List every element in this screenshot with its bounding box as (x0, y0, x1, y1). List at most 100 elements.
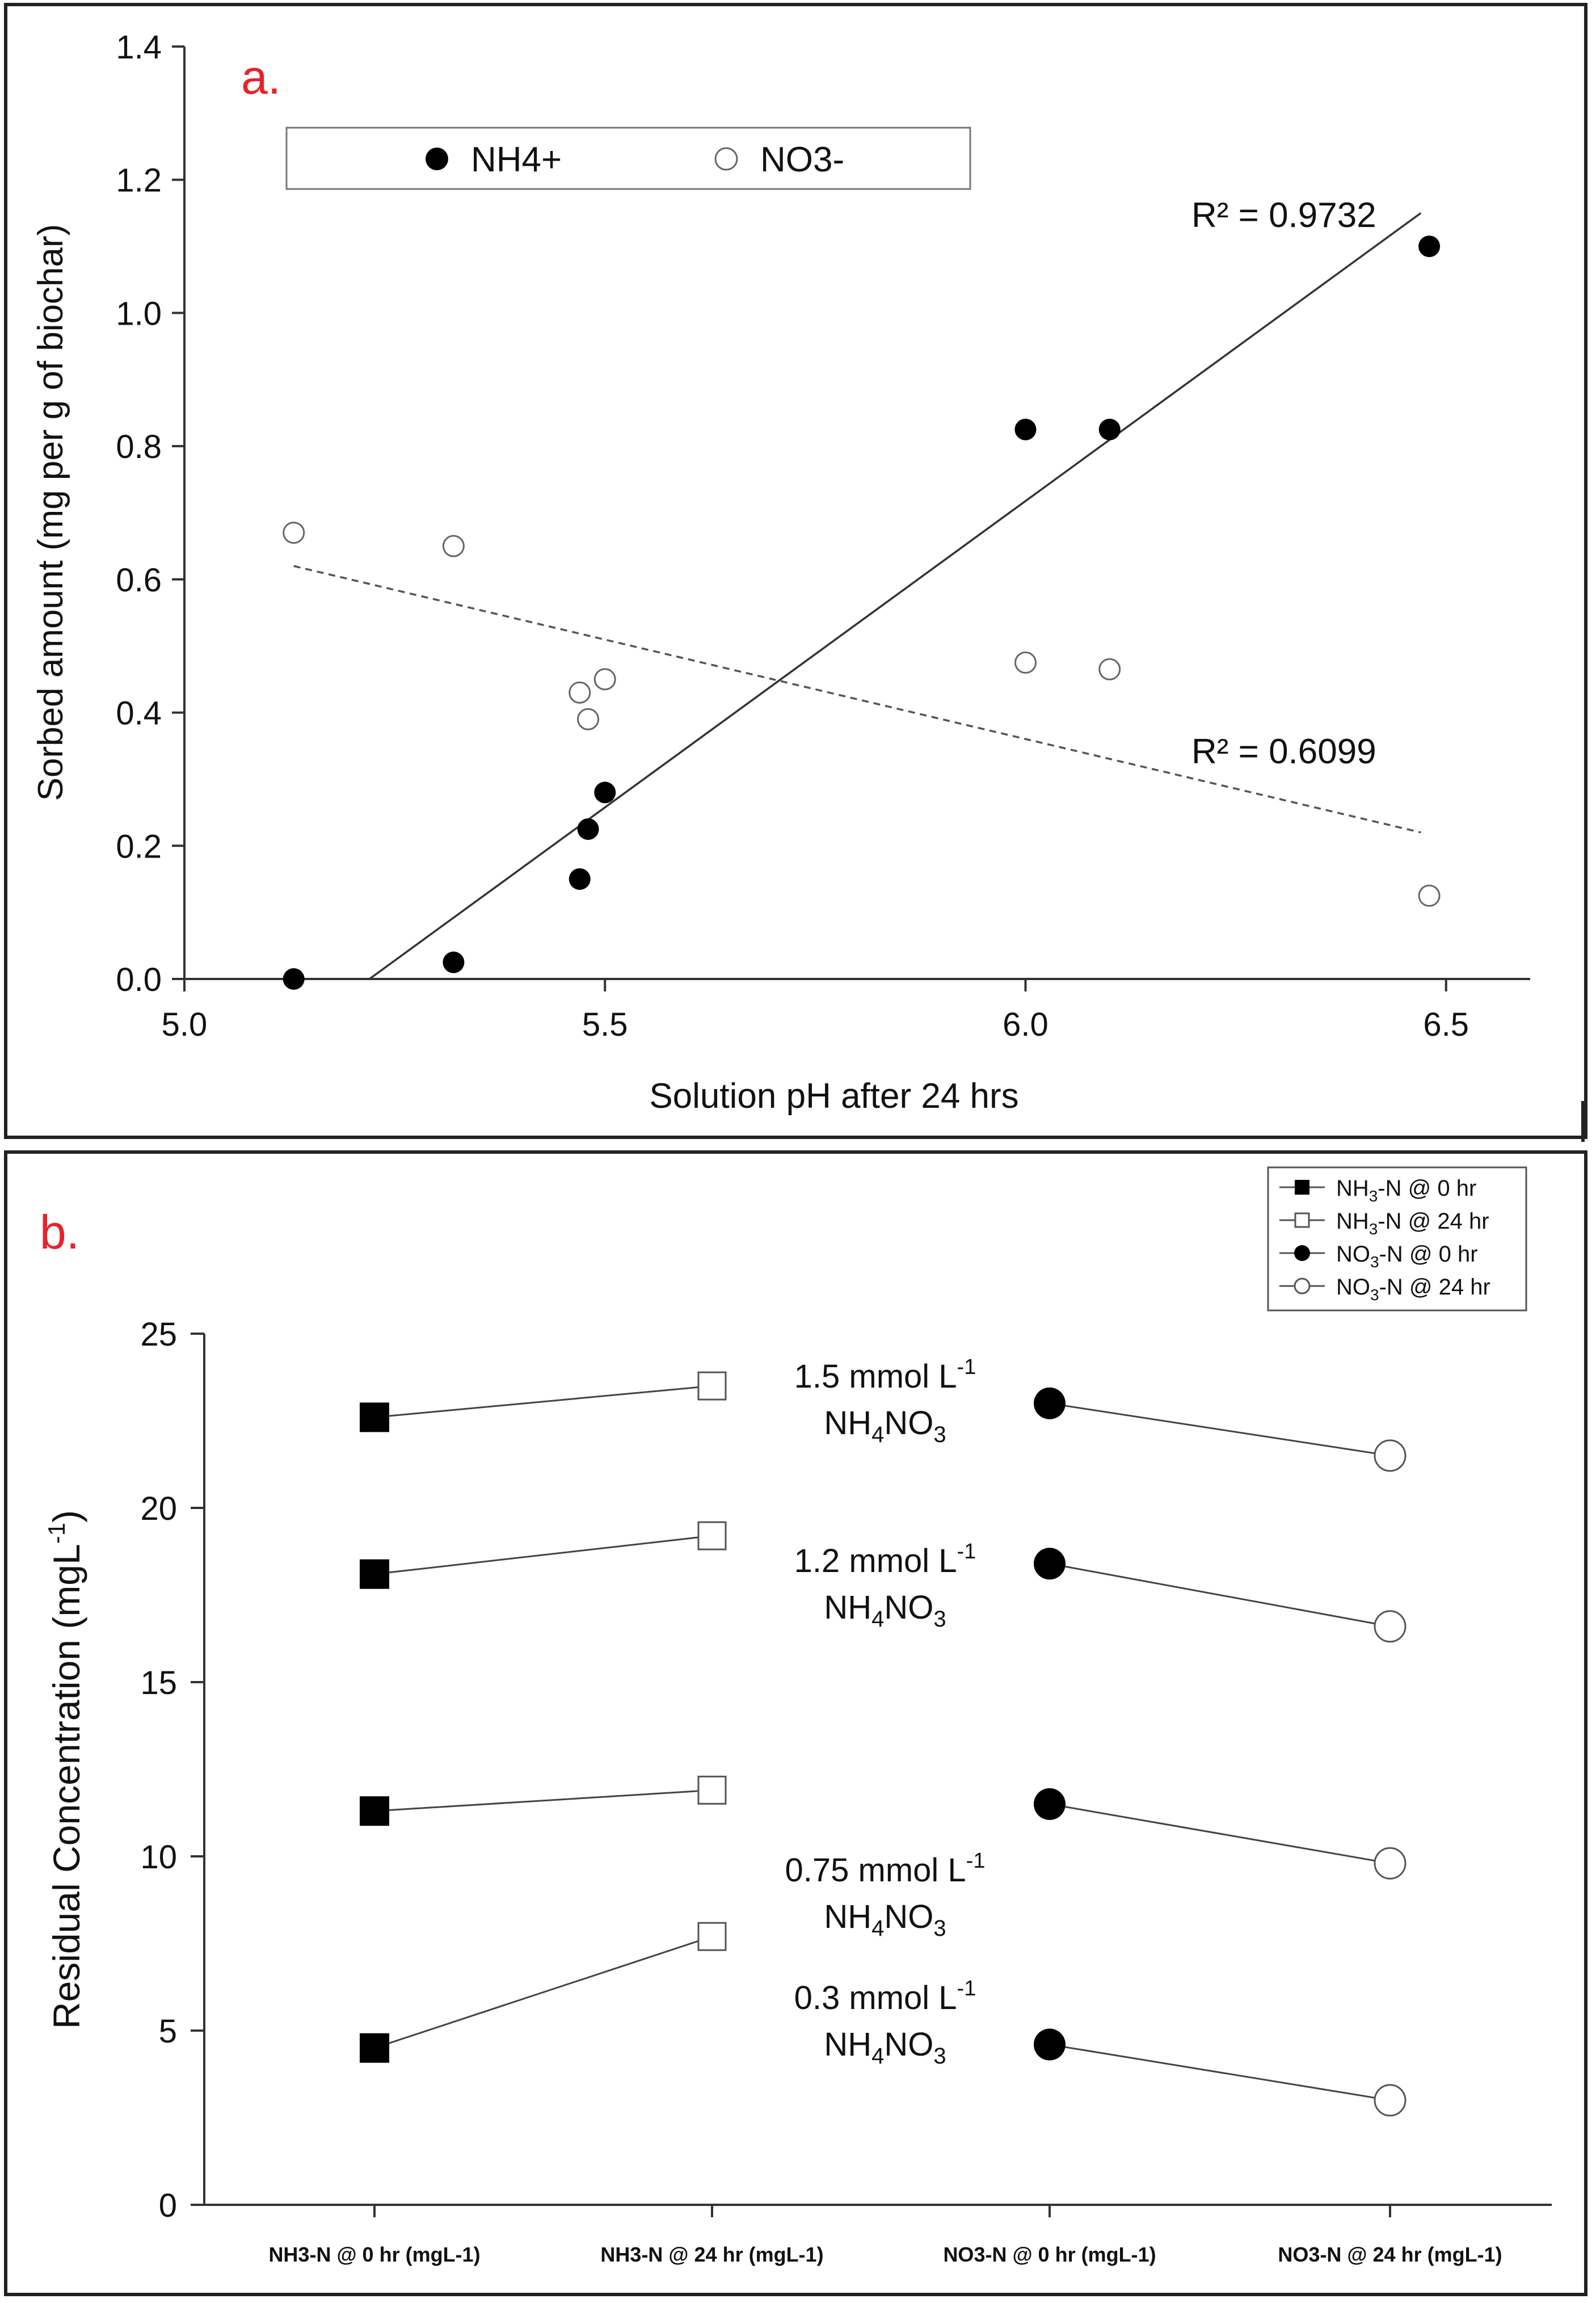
panel-b-nh3-24hr-point (697, 1775, 727, 1805)
panel-a-nh4-point (1098, 418, 1121, 440)
panel-b-legend-label-sub: 3 (1369, 1220, 1378, 1238)
panel-a-trendline-nh4 (369, 212, 1422, 980)
panel-a-trendline-no3 (293, 565, 1421, 834)
panel-b-legend-label-pre: NO (1336, 1275, 1370, 1300)
panel-b-nh3-24hr-point (697, 1922, 727, 1951)
panel-a-frame (4, 3, 1587, 1139)
panel-a-y-axis-title: Sorbed amount (mg per g of biochar) (31, 224, 70, 801)
panel-b-legend-label-pre: NO (1336, 1242, 1370, 1267)
panel-a-y-tick-label: 1.2 (116, 162, 162, 199)
panel-b-legend-label-pre: NH (1336, 1209, 1369, 1234)
panel-b-no3-0hr-point (1034, 1788, 1066, 1820)
panel-b-no3-0hr-point (1034, 1387, 1066, 1419)
panel-b-legend-label: NH3-N @ 24 hr (1336, 1209, 1489, 1238)
panel-b-y-tick-label: 10 (140, 1839, 177, 1876)
panel-a-y-tick-label: 0.0 (116, 961, 162, 998)
panel-a-legend-box (285, 127, 971, 190)
panel-b-nh3-24hr-point (697, 1371, 727, 1401)
panel-a-y-tick-label: 0.6 (116, 562, 162, 599)
panel-a-label: a. (241, 51, 281, 104)
panel-b-group-compound: NH (824, 1898, 871, 1935)
panel-a-x-axis-title: Solution pH after 24 hrs (649, 1077, 1018, 1116)
panel-a-no3-point (1098, 658, 1121, 680)
panel-b-nh3-series-line (374, 1789, 713, 1812)
panel-b-nh3-series-line (374, 1935, 713, 2049)
panel-b-group-conc: 0.3 mmol L (794, 1980, 957, 2016)
panel-a-nh4-point (594, 781, 616, 804)
panel-b-group-compound-mid: NO (884, 1589, 933, 1626)
panel-a-legend: NH4+ NO3- (285, 127, 971, 190)
panel-b-x-category-label: NO3-N @ 0 hr (mgL-1) (943, 2243, 1156, 2266)
panel-b-frame (4, 1150, 1587, 2296)
panel-b-no3-series-line (1049, 2044, 1391, 2102)
panel-b-legend-label-post: -N @ 0 hr (1378, 1176, 1476, 1201)
panel-b-group-compound-sub1: 4 (871, 1607, 884, 1632)
panel-a-y-tick-label: 0.8 (116, 428, 162, 465)
panel-b-group-conc: 1.2 mmol L (794, 1543, 957, 1579)
panel-b-label: b. (40, 1205, 79, 1259)
panel-b-legend-label: NO3-N @ 0 hr (1336, 1242, 1478, 1271)
panel-b-group-conc-sup: -1 (957, 1977, 976, 2001)
panel-a-x-tick-label: 5.0 (162, 1006, 208, 1043)
panel-b-group-compound-mid: NO (884, 2026, 933, 2063)
panel-b-no3-series-line (1049, 1803, 1391, 1864)
panel-b-group-compound: NH (824, 1589, 871, 1626)
panel-a-nh4-point (1418, 236, 1441, 258)
panel-b-group-compound-sub1: 4 (871, 2044, 884, 2069)
panel-b-y-tick-label: 0 (159, 2187, 177, 2224)
panel-b-nh3-24hr-point (697, 1521, 727, 1550)
panel-b-legend-label-post: -N @ 0 hr (1379, 1242, 1478, 1267)
panel-b-group-compound: NH (824, 1405, 871, 1442)
panel-b-x-category-label: NH3-N @ 0 hr (mgL-1) (268, 2243, 480, 2266)
panel-b-group-compound-label: NH4NO3 (824, 1405, 946, 1447)
panel-b-y-tick-label: 15 (140, 1665, 177, 1701)
panel-a-no3-point (283, 522, 305, 544)
panel-b-no3-0hr-point (1034, 2028, 1066, 2061)
panel-b-y-tick-label: 25 (140, 1316, 177, 1353)
panel-b-x-category-label: NH3-N @ 24 hr (mgL-1) (600, 2243, 823, 2266)
panel-b-legend-label-pre: NH (1336, 1176, 1369, 1201)
panel-b-group-compound-sub2: 3 (933, 2044, 946, 2069)
panel-b-legend-marker-open-circle (1294, 1277, 1311, 1295)
panel-b-legend-marker-open-square (1294, 1212, 1310, 1228)
panel-b-legend-label-sub: 3 (1370, 1253, 1379, 1271)
panel-b-no3-24hr-point (1374, 2084, 1406, 2117)
panel-a-y-tick-label: 0.4 (116, 695, 162, 732)
panel-a-nh4-point (1014, 418, 1037, 440)
panel-a-nh4-point (569, 868, 591, 890)
panel-a-nh4-point (443, 951, 465, 973)
panel-a-x-tick-label: 5.5 (582, 1006, 628, 1043)
panel-b-nh3-0hr-point (360, 1559, 389, 1589)
panel-b-legend-label: NO3-N @ 24 hr (1336, 1275, 1490, 1304)
panel-a-legend-no3-label: NO3- (760, 140, 844, 179)
panel-a-no3-point (442, 535, 465, 557)
panel-b-no3-24hr-point (1374, 1610, 1406, 1643)
panel-b-group-compound-sub1: 4 (871, 1422, 884, 1447)
panel-b-group-conc-label: 0.75 mmol L-1 (785, 1849, 986, 1889)
panel-b-y-tick-label: 20 (140, 1490, 177, 1527)
panel-b-group-conc-label: 0.3 mmol L-1 (794, 1977, 976, 2016)
panel-b-nh3-series-line (374, 1385, 713, 1418)
panel-a-no3-r2: R² = 0.6099 (1191, 732, 1376, 771)
panel-a-y-tick-label: 0.2 (116, 828, 162, 865)
panel-b-no3-series-line (1049, 1402, 1391, 1457)
panel-b-group-conc-sup: -1 (957, 1355, 976, 1379)
panel-b-group-conc: 1.5 mmol L (794, 1358, 957, 1395)
panel-a-legend-no3-marker (714, 147, 738, 171)
panel-b-group-compound-mid: NO (884, 1405, 933, 1442)
panel-b-group-compound-label: NH4NO3 (824, 2026, 946, 2069)
panel-b-group-compound-sub2: 3 (933, 1422, 946, 1447)
panel-a-nh4-point (577, 818, 599, 840)
panel-b-legend-label-sub: 3 (1369, 1187, 1378, 1205)
panel-b-group-compound: NH (824, 2026, 871, 2063)
panel-b-no3-series-line (1049, 1562, 1391, 1628)
panel-b-group-conc-sup: -1 (966, 1849, 986, 1873)
panel-b-group-compound-sub2: 3 (933, 1916, 946, 1941)
panel-a-no3-point (593, 668, 616, 691)
panel-b-legend-label-post: -N @ 24 hr (1379, 1275, 1490, 1300)
panel-b-legend-label: NH3-N @ 0 hr (1336, 1176, 1476, 1205)
panel-a-no3-point (1014, 652, 1037, 674)
panel-a-no3-point (1418, 884, 1441, 907)
panel-b-group-compound-label: NH4NO3 (824, 1589, 946, 1632)
panel-b-nh3-0hr-point (360, 1402, 389, 1432)
